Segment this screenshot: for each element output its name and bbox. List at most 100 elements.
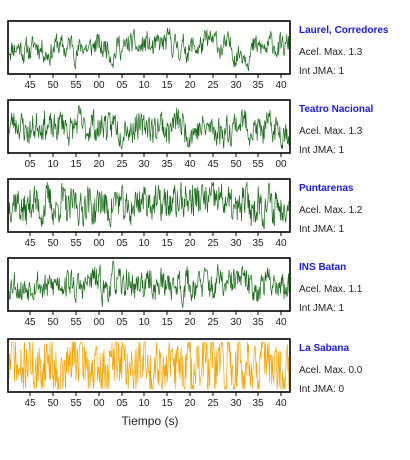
x-tick-label: 15 (70, 159, 82, 170)
x-tick-label: 50 (47, 80, 59, 91)
jma-label: Int JMA: (299, 145, 336, 156)
jma-label: Int JMA: (299, 66, 336, 77)
x-tick-label: 05 (116, 398, 128, 409)
x-tick-label: 40 (275, 238, 287, 249)
jma-label: Int JMA: (299, 384, 336, 395)
x-tick-label: 10 (138, 80, 150, 91)
x-tick-label: 50 (47, 238, 59, 249)
x-tick-label: 45 (24, 80, 36, 91)
x-tick-label: 00 (93, 317, 105, 328)
x-tick-label: 50 (47, 398, 59, 409)
seismogram-panel: 45 50 55 00 05 10 15 20 25 30 35 40 INS Batan Acel. M… (0, 245, 410, 330)
waveform-series (8, 341, 290, 391)
x-tick-label: 40 (184, 159, 196, 170)
jma-intensity-readout: Int JMA: 1 (299, 224, 409, 235)
x-tick-label: 45 (24, 398, 36, 409)
jma-label: Int JMA: (299, 303, 336, 314)
jma-label: Int JMA: (299, 224, 336, 235)
x-tick-label: 55 (70, 317, 82, 328)
accel-max-value: 1.3 (345, 126, 363, 137)
accel-max-readout: Acel. Max. 1.3 (299, 126, 409, 137)
x-tick-label: 35 (252, 317, 264, 328)
x-tick-label: 15 (161, 238, 173, 249)
station-name: La Sabana (299, 343, 350, 354)
x-tick-label: 00 (275, 159, 287, 170)
accel-max-readout: Acel. Max. 1.3 (299, 47, 409, 58)
seismogram-plot: 45 50 55 00 05 10 15 20 25 30 35 40 (7, 257, 291, 328)
x-tick-label: 30 (230, 398, 242, 409)
x-tick-label: 20 (184, 398, 196, 409)
x-tick-label: 35 (252, 80, 264, 91)
x-tick-label: 25 (207, 238, 219, 249)
seismogram-panel: 45 50 55 00 05 10 15 20 25 30 35 40 Laurel, Corredor… (0, 8, 410, 93)
x-tick-label: 55 (70, 238, 82, 249)
accel-max-label: Acel. Max. (299, 126, 346, 137)
x-tick-label: 30 (230, 80, 242, 91)
waveform-series (8, 260, 290, 309)
x-tick-label: 05 (24, 159, 36, 170)
x-tick-label: 30 (230, 317, 242, 328)
x-tick-label: 05 (116, 80, 128, 91)
accel-max-readout: Acel. Max. 0.0 (299, 365, 409, 376)
x-tick-label: 30 (230, 238, 242, 249)
plot-frame (7, 178, 291, 233)
accel-max-value: 1.2 (345, 205, 363, 216)
x-tick-label: 55 (70, 80, 82, 91)
seismogram-plot: 45 50 55 00 05 10 15 20 25 30 35 40 (7, 338, 291, 409)
x-tick-label: 30 (138, 159, 150, 170)
x-tick-label: 25 (207, 317, 219, 328)
x-tick-label: 45 (24, 317, 36, 328)
x-tick-label: 25 (116, 159, 128, 170)
jma-intensity-readout: Int JMA: 0 (299, 384, 409, 395)
seismogram-plot: 05 10 15 20 25 30 35 40 45 50 55 00 (7, 99, 291, 170)
accel-max-value: 1.1 (345, 284, 363, 295)
accel-max-readout: Acel. Max. 1.2 (299, 205, 409, 216)
jma-intensity-readout: Int JMA: 1 (299, 66, 409, 77)
jma-value: 0 (335, 384, 345, 395)
x-tick-label: 45 (207, 159, 219, 170)
seismogram-panel: 45 50 55 00 05 10 15 20 25 30 35 40 Puntarenas Acel. … (0, 166, 410, 251)
plot-frame (7, 257, 291, 312)
x-tick-label: 25 (207, 80, 219, 91)
accel-max-label: Acel. Max. (299, 284, 346, 295)
plot-frame (7, 99, 291, 154)
plot-frame (7, 338, 291, 393)
x-tick-label: 10 (47, 159, 59, 170)
accel-max-value: 1.3 (345, 47, 363, 58)
station-name: Laurel, Corredores (299, 25, 389, 36)
x-tick-label: 40 (275, 80, 287, 91)
jma-value: 1 (335, 66, 345, 77)
x-tick-label: 00 (93, 238, 105, 249)
x-tick-label: 15 (161, 317, 173, 328)
station-name: INS Batan (299, 262, 347, 273)
waveform-series (8, 27, 290, 72)
x-tick-label: 00 (93, 80, 105, 91)
x-tick-label: 45 (24, 238, 36, 249)
x-tick-label: 10 (138, 398, 150, 409)
seismogram-plot: 45 50 55 00 05 10 15 20 25 30 35 40 (7, 178, 291, 249)
station-name: Puntarenas (299, 183, 354, 194)
waveform-series (8, 181, 290, 230)
x-tick-label: 20 (184, 80, 196, 91)
x-axis-label: Tiempo (s) (121, 414, 179, 428)
accel-max-label: Acel. Max. (299, 205, 346, 216)
seismogram-panel: 05 10 15 20 25 30 35 40 45 50 55 00 Teatro Nacional A… (0, 87, 410, 172)
jma-value: 1 (335, 145, 345, 156)
x-tick-label: 35 (252, 238, 264, 249)
jma-value: 1 (335, 303, 345, 314)
x-tick-label: 50 (230, 159, 242, 170)
jma-intensity-readout: Int JMA: 1 (299, 145, 409, 156)
x-tick-label: 20 (184, 317, 196, 328)
x-tick-label: 05 (116, 317, 128, 328)
accel-max-value: 0.0 (345, 365, 363, 376)
x-tick-label: 05 (116, 238, 128, 249)
jma-value: 1 (335, 224, 345, 235)
x-tick-label: 40 (275, 317, 287, 328)
accel-max-readout: Acel. Max. 1.1 (299, 284, 409, 295)
jma-intensity-readout: Int JMA: 1 (299, 303, 409, 314)
accel-max-label: Acel. Max. (299, 365, 346, 376)
x-tick-label: 20 (93, 159, 105, 170)
x-tick-label: 25 (207, 398, 219, 409)
x-tick-label: 20 (184, 238, 196, 249)
x-tick-label: 10 (138, 238, 150, 249)
